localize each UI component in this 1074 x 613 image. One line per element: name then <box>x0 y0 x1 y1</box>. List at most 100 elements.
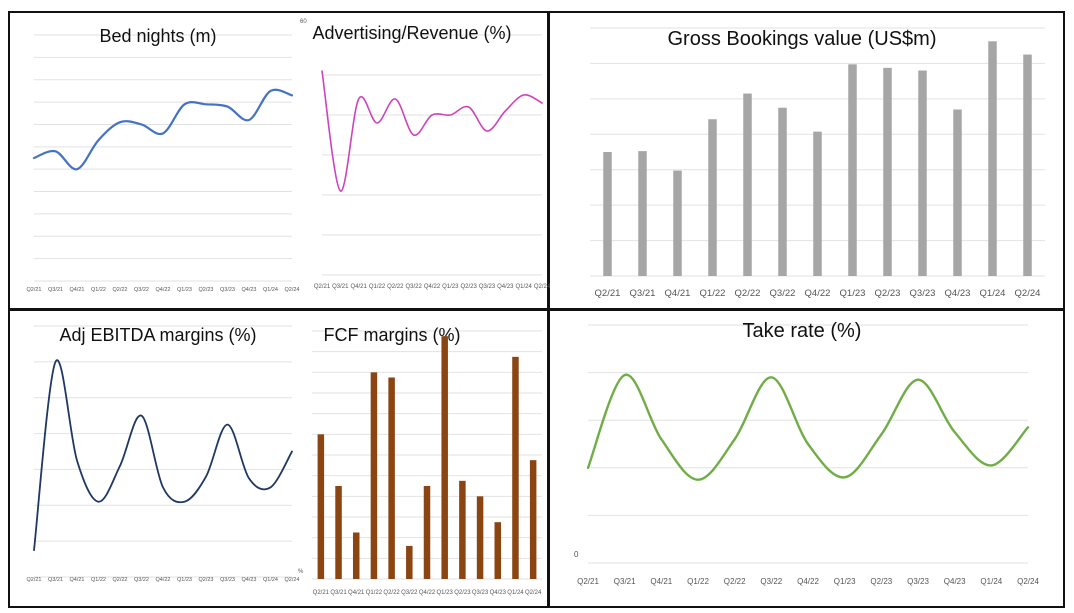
x-tick-label: Q2/24 <box>1017 577 1039 586</box>
x-tick-label: Q2/23 <box>454 590 471 596</box>
bar-Q2/22 <box>388 377 395 579</box>
x-tick-label: Q3/23 <box>907 577 929 586</box>
x-tick-label: Q3/22 <box>134 577 149 583</box>
x-tick-label: Q2/23 <box>870 577 892 586</box>
x-tick-label: Q2/24 <box>285 287 300 293</box>
x-tick-label: Q2/22 <box>387 284 404 290</box>
horizontal-divider <box>8 308 1065 311</box>
bar-Q3/23 <box>476 496 484 579</box>
x-tick-label: Q3/23 <box>910 288 936 299</box>
bar-Q2/21 <box>317 434 325 579</box>
x-tick-label: Q4/22 <box>156 577 171 583</box>
chart-title: Adj EBITDA margins (%) <box>59 325 256 345</box>
chart-title: Bed nights (m) <box>99 26 216 46</box>
advertising-revenue-chart: Advertising/Revenue (%) 60 Q2/21 Q3/21 Q4/21… <box>300 19 551 290</box>
chart-title: FCF margins (%) <box>323 325 460 345</box>
bar-Q4/21 <box>352 532 360 579</box>
x-tick-label: Q3/21 <box>630 288 656 299</box>
x-tick-label: Q4/21 <box>70 577 85 583</box>
fcf-margins-chart: FCF margins (%)%Q2/21 Q3/21 Q4/21 Q1/22 Q2/2… <box>298 325 542 596</box>
x-tick-label: Q2/22 <box>724 577 746 586</box>
x-tick-label: Q4/22 <box>156 287 171 293</box>
bar-Q2/23 <box>459 480 466 579</box>
x-tick-label: Q2/21 <box>595 288 621 299</box>
bar-Q4/22 <box>423 486 431 579</box>
x-tick-label: Q2/21 <box>577 577 599 586</box>
x-tick-label: Q1/24 <box>263 577 278 583</box>
series-line <box>33 359 293 552</box>
x-tick-label: Q3/22 <box>770 288 796 299</box>
bar-Q2/21 <box>603 152 612 276</box>
x-tick-label: Q3/23 <box>220 577 235 583</box>
bar-Q3/22 <box>778 107 787 276</box>
x-tick-label: Q2/21 <box>27 287 42 293</box>
x-tick-label: Q4/22 <box>424 284 441 290</box>
x-tick-label: Q2/23 <box>199 287 214 293</box>
x-tick-label: Q2/21 <box>314 284 331 290</box>
bar-Q3/22 <box>406 545 413 579</box>
x-tick-label: Q3/21 <box>614 577 636 586</box>
gross-bookings-chart: Gross Bookings value (US$m) Q2/21 Q3/21 Q4/… <box>590 27 1045 299</box>
x-tick-label: Q1/22 <box>91 287 106 293</box>
series-line <box>321 70 543 192</box>
y-axis-top-tick: 60 <box>300 19 307 25</box>
x-tick-label: Q4/21 <box>665 288 691 299</box>
chart-title: Gross Bookings value (US$m) <box>668 28 937 50</box>
series-line <box>32 88 294 171</box>
x-tick-label: Q1/22 <box>91 577 106 583</box>
x-tick-label: Q1/23 <box>442 284 459 290</box>
bar-Q3/23 <box>918 70 927 276</box>
x-tick-label: Q4/23 <box>945 288 971 299</box>
x-tick-label: Q1/24 <box>515 284 532 290</box>
x-tick-label: Q2/23 <box>875 288 901 299</box>
x-tick-label: Q3/21 <box>332 284 349 290</box>
x-tick-label: Q4/23 <box>490 590 507 596</box>
x-tick-label: Q3/22 <box>134 287 149 293</box>
x-tick-label: Q1/23 <box>177 577 192 583</box>
y-axis-bottom-tick: 0 <box>574 550 579 559</box>
x-tick-label: Q4/23 <box>944 577 966 586</box>
bar-Q1/24 <box>512 356 519 579</box>
x-tick-label: Q2/22 <box>383 590 400 596</box>
bar-Q1/23 <box>441 336 448 579</box>
adj-ebitda-margins-chart: Adj EBITDA margins (%) Q2/21 Q3/21 Q4/21 Q1/… <box>27 325 300 583</box>
bar-Q4/22 <box>813 131 822 276</box>
x-tick-label: Q2/22 <box>113 287 128 293</box>
x-tick-label: Q1/23 <box>177 287 192 293</box>
chart-title: Advertising/Revenue (%) <box>312 23 511 43</box>
x-tick-label: Q1/24 <box>980 288 1006 299</box>
x-tick-label: Q2/22 <box>113 577 128 583</box>
x-tick-label: Q2/21 <box>27 577 42 583</box>
x-tick-label: Q1/23 <box>840 288 866 299</box>
x-tick-label: Q1/22 <box>700 288 726 299</box>
x-tick-label: Q1/24 <box>263 287 278 293</box>
x-tick-label: Q3/23 <box>220 287 235 293</box>
x-tick-label: Q3/22 <box>405 284 422 290</box>
x-tick-label: Q2/22 <box>735 288 761 299</box>
x-tick-label: Q4/21 <box>348 590 365 596</box>
bar-Q3/21 <box>335 486 342 579</box>
chart-title: Take rate (%) <box>743 320 862 342</box>
x-tick-label: Q4/23 <box>242 577 257 583</box>
y-axis-bottom-tick: % <box>298 569 304 575</box>
x-tick-label: Q4/23 <box>497 284 514 290</box>
x-tick-label: Q4/21 <box>350 284 367 290</box>
x-tick-label: Q2/24 <box>285 577 300 583</box>
x-tick-label: Q1/22 <box>369 284 386 290</box>
x-tick-label: Q3/21 <box>330 590 347 596</box>
x-tick-label: Q4/22 <box>419 590 436 596</box>
x-tick-label: Q4/23 <box>242 287 257 293</box>
x-tick-label: Q4/21 <box>70 287 85 293</box>
bar-Q1/22 <box>708 119 717 276</box>
x-tick-label: Q2/23 <box>460 284 477 290</box>
x-tick-label: Q3/23 <box>472 590 489 596</box>
x-tick-label: Q1/23 <box>834 577 856 586</box>
x-tick-label: Q1/23 <box>437 590 454 596</box>
bar-Q4/23 <box>494 522 502 579</box>
bar-Q4/23 <box>953 109 962 276</box>
x-tick-label: Q4/22 <box>797 577 819 586</box>
x-tick-label: Q4/22 <box>805 288 831 299</box>
bed-nights-chart: Bed nights (m) Q2/21 Q3/21 Q4/21 Q1/22 Q2/22 Q… <box>27 26 300 293</box>
x-tick-label: Q1/22 <box>687 577 709 586</box>
x-tick-label: Q2/24 <box>1015 288 1041 299</box>
